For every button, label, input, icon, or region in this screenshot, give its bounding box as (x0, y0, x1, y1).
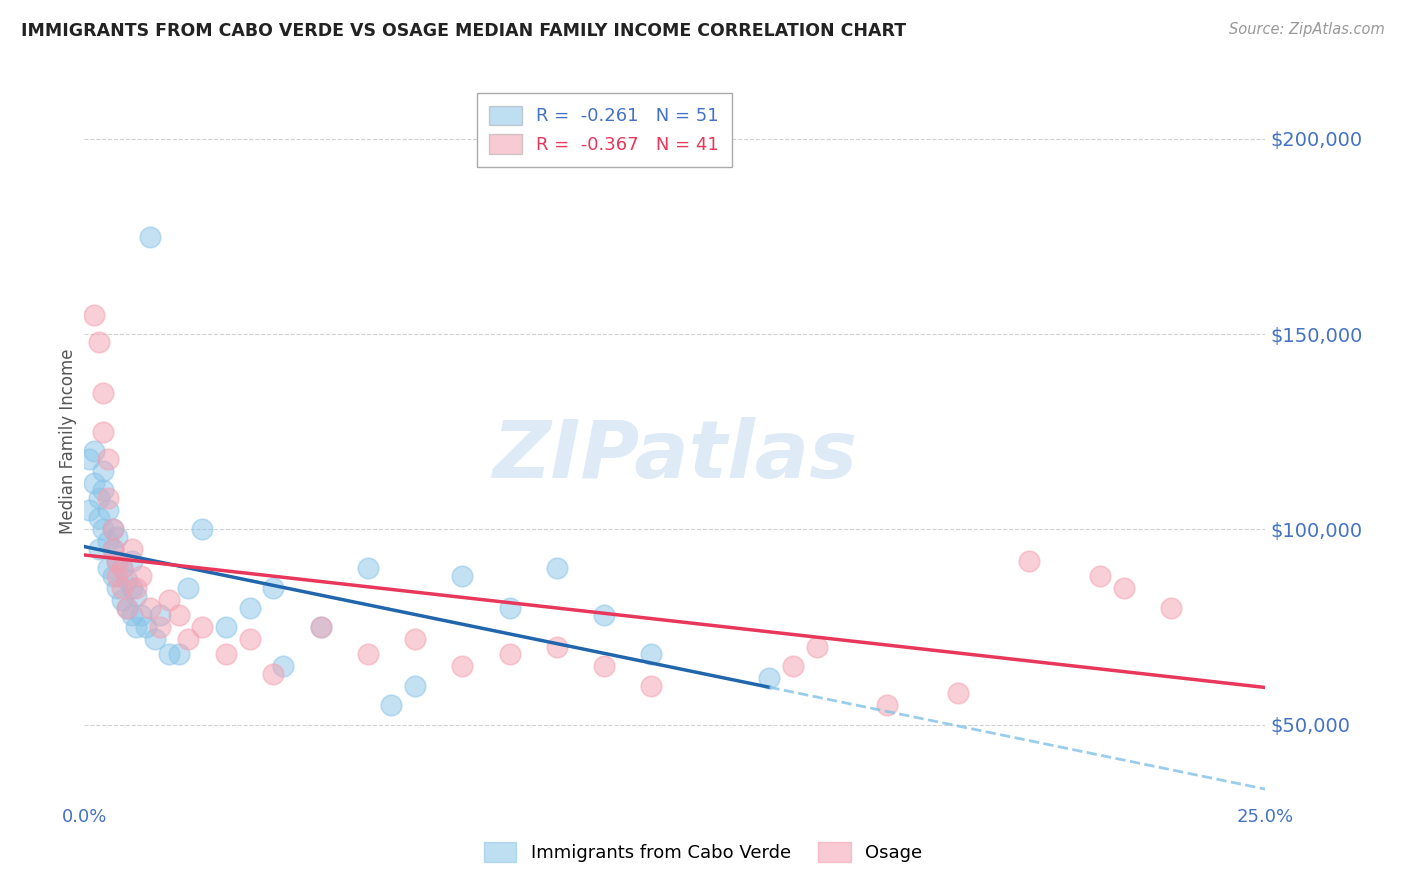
Point (149, 620, 172, 634)
Point (111, 581, 134, 595)
Point (806, 640, 828, 654)
Point (111, 592, 134, 607)
Point (77, 503, 100, 517)
Point (115, 573, 138, 587)
Point (139, 229, 162, 244)
Point (107, 581, 129, 595)
Legend: Immigrants from Cabo Verde, Osage: Immigrants from Cabo Verde, Osage (477, 835, 929, 870)
Point (101, 569, 124, 583)
Point (87, 491, 110, 505)
Point (125, 581, 148, 595)
Point (97, 491, 120, 505)
Point (115, 600, 138, 615)
Point (1088, 569, 1111, 583)
Point (87, 541, 110, 556)
Point (380, 698, 402, 713)
Y-axis label: Median Family Income: Median Family Income (59, 349, 77, 534)
Point (451, 569, 474, 583)
Point (177, 581, 200, 595)
Point (107, 554, 129, 568)
Point (97, 561, 120, 575)
Point (121, 608, 143, 623)
Point (271, 659, 294, 673)
Point (782, 659, 804, 673)
Point (191, 523, 214, 537)
Point (91, 385, 114, 400)
Point (149, 608, 172, 623)
Point (91, 425, 114, 439)
Point (77, 452, 100, 467)
Point (129, 569, 152, 583)
Point (357, 561, 380, 575)
Point (498, 600, 520, 615)
Legend: R =  -0.261   N = 51, R =  -0.367   N = 41: R = -0.261 N = 51, R = -0.367 N = 41 (477, 93, 731, 167)
Point (1018, 554, 1040, 568)
Point (115, 600, 138, 615)
Point (239, 632, 262, 646)
Point (83, 475, 105, 490)
Point (107, 569, 129, 583)
Point (157, 592, 180, 607)
Point (404, 679, 426, 693)
Text: Source: ZipAtlas.com: Source: ZipAtlas.com (1229, 22, 1385, 37)
Point (111, 561, 134, 575)
Point (143, 632, 166, 646)
Point (262, 667, 284, 681)
Point (129, 608, 152, 623)
Text: IMMIGRANTS FROM CABO VERDE VS OSAGE MEDIAN FAMILY INCOME CORRELATION CHART: IMMIGRANTS FROM CABO VERDE VS OSAGE MEDI… (21, 22, 907, 40)
Point (1160, 600, 1182, 615)
Point (167, 608, 190, 623)
Point (309, 620, 332, 634)
Point (101, 523, 124, 537)
Point (87, 334, 110, 349)
Point (876, 698, 898, 713)
Point (215, 648, 238, 662)
Point (177, 632, 200, 646)
Point (167, 648, 190, 662)
Point (125, 589, 148, 603)
Point (546, 640, 568, 654)
Point (239, 600, 262, 615)
Point (91, 483, 114, 498)
Point (97, 503, 120, 517)
Point (404, 632, 426, 646)
Point (87, 510, 110, 524)
Point (357, 648, 380, 662)
Point (101, 541, 124, 556)
Point (593, 608, 616, 623)
Point (83, 444, 105, 458)
Point (640, 648, 662, 662)
Point (101, 541, 124, 556)
Point (97, 452, 120, 467)
Text: ZIPatlas: ZIPatlas (492, 417, 858, 495)
Point (97, 534, 120, 549)
Point (91, 523, 114, 537)
Point (948, 686, 970, 700)
Point (640, 679, 662, 693)
Point (157, 648, 180, 662)
Point (111, 561, 134, 575)
Point (101, 523, 124, 537)
Point (451, 659, 474, 673)
Point (91, 464, 114, 478)
Point (107, 530, 129, 544)
Point (546, 561, 568, 575)
Point (309, 620, 332, 634)
Point (593, 659, 616, 673)
Point (125, 620, 148, 634)
Point (262, 581, 284, 595)
Point (191, 620, 214, 634)
Point (121, 581, 143, 595)
Point (135, 620, 157, 634)
Point (498, 648, 520, 662)
Point (107, 554, 129, 568)
Point (758, 671, 780, 685)
Point (1112, 581, 1135, 595)
Point (215, 620, 238, 634)
Point (83, 308, 105, 322)
Point (139, 600, 162, 615)
Point (121, 554, 143, 568)
Point (121, 541, 143, 556)
